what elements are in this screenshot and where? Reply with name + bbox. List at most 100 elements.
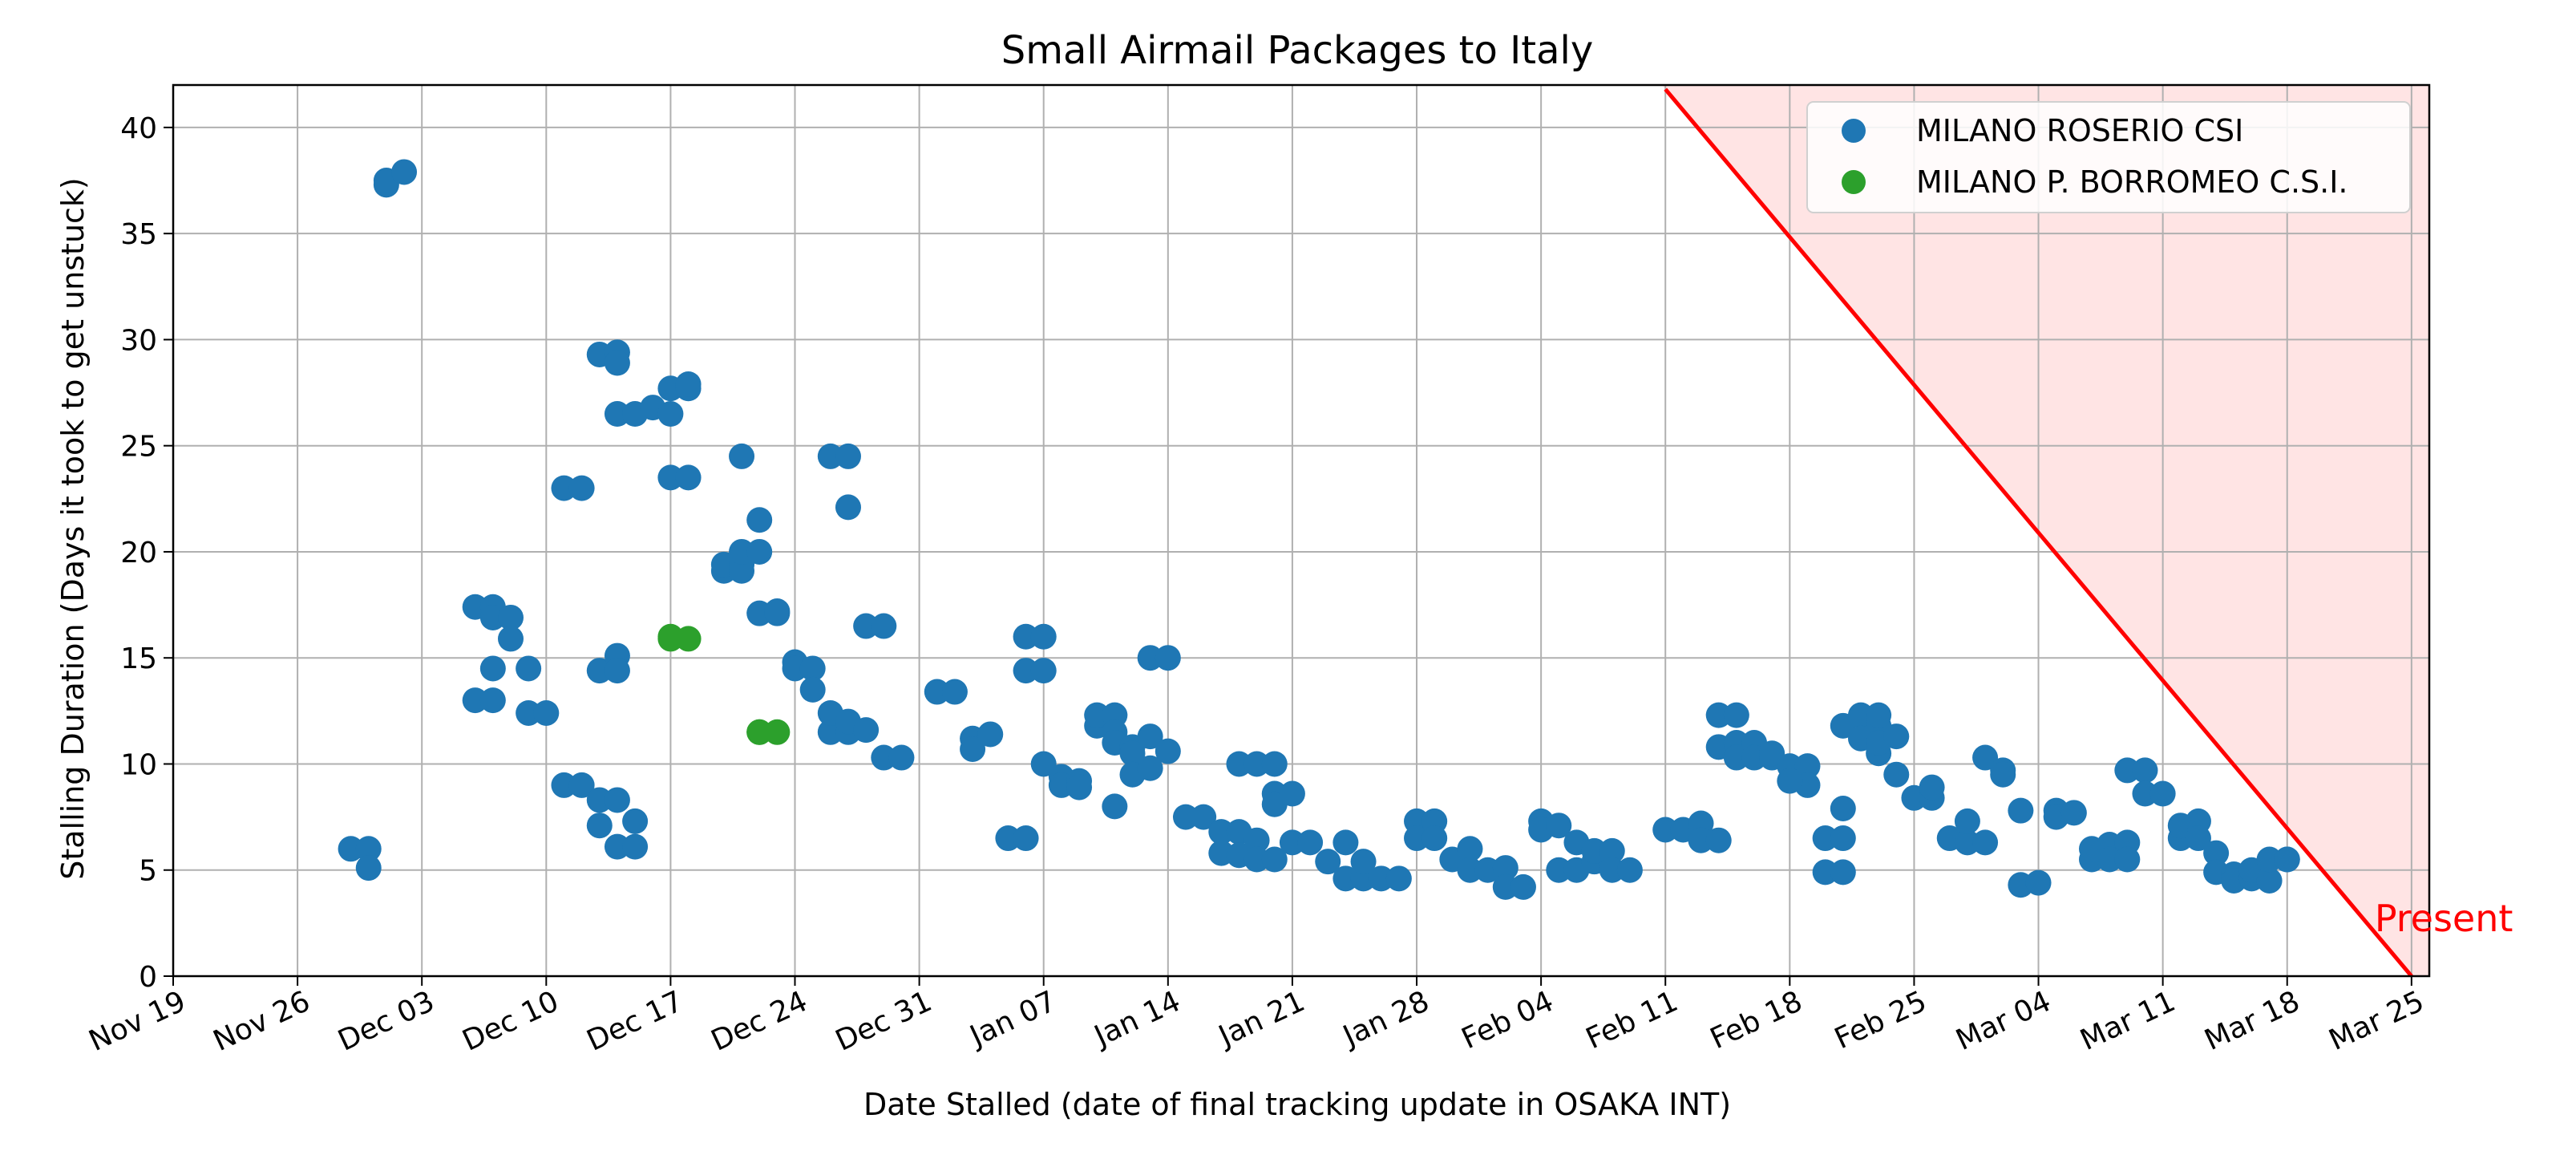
data-point xyxy=(479,604,506,630)
data-point xyxy=(1492,855,1519,881)
data-point xyxy=(1155,645,1181,671)
data-point xyxy=(1013,658,1039,684)
data-point xyxy=(497,626,524,652)
data-point xyxy=(1616,857,1643,883)
data-point xyxy=(1421,825,1448,852)
data-point xyxy=(1705,827,1732,853)
data-point xyxy=(764,598,791,625)
data-point xyxy=(462,687,488,714)
data-point xyxy=(1137,723,1163,750)
data-point xyxy=(604,833,630,860)
data-point xyxy=(1599,837,1625,864)
data-point xyxy=(1244,827,1270,853)
y-tick-label: 0 xyxy=(139,961,157,994)
data-point xyxy=(1919,774,1945,800)
data-point xyxy=(1510,873,1536,900)
data-point xyxy=(1385,865,1412,892)
data-point xyxy=(1830,796,1856,822)
data-point xyxy=(1830,825,1856,852)
data-point xyxy=(1137,755,1163,781)
data-point xyxy=(1244,751,1270,777)
data-point xyxy=(604,401,630,428)
present-shaded-region xyxy=(1661,85,2429,976)
data-point xyxy=(1492,873,1519,900)
data-point xyxy=(1972,829,1999,856)
data-point xyxy=(1705,702,1732,728)
data-point xyxy=(1030,751,1057,777)
data-point xyxy=(657,401,684,428)
data-point xyxy=(2114,846,2141,873)
data-point xyxy=(1652,817,1679,843)
data-point xyxy=(871,744,897,771)
data-point xyxy=(533,699,560,726)
series-2-points xyxy=(657,623,791,745)
data-point xyxy=(1137,645,1163,671)
data-point xyxy=(1546,857,1572,883)
present-label: Present xyxy=(2375,897,2513,940)
data-point xyxy=(746,719,773,745)
data-point xyxy=(1013,623,1039,650)
data-point xyxy=(675,464,702,491)
data-point xyxy=(817,443,843,469)
series-1-points xyxy=(338,159,2300,900)
data-point xyxy=(924,679,950,705)
data-point xyxy=(2060,800,2087,826)
data-point xyxy=(479,655,506,682)
data-point xyxy=(871,613,897,639)
data-point xyxy=(1688,827,1714,853)
y-tick-label: 5 xyxy=(139,855,157,888)
data-point xyxy=(1546,813,1572,839)
data-point xyxy=(338,836,364,862)
data-point xyxy=(1226,751,1252,777)
legend-marker xyxy=(1842,119,1866,143)
data-point xyxy=(1581,837,1607,864)
data-point xyxy=(2203,840,2230,866)
data-point xyxy=(729,557,755,584)
data-point xyxy=(729,443,755,469)
data-point xyxy=(675,626,702,652)
data-point xyxy=(1155,738,1181,764)
data-point xyxy=(675,371,702,397)
data-point xyxy=(604,658,630,684)
data-point xyxy=(516,699,542,726)
data-point xyxy=(1350,849,1377,875)
data-point xyxy=(1777,768,1803,794)
data-point xyxy=(1759,740,1785,767)
data-point xyxy=(497,604,524,630)
data-point xyxy=(586,658,613,684)
data-point xyxy=(1030,658,1057,684)
data-point xyxy=(391,159,418,185)
data-point xyxy=(2097,846,2123,873)
data-point xyxy=(853,717,880,744)
plot-frame xyxy=(172,83,2431,978)
data-point xyxy=(1102,793,1128,820)
data-point xyxy=(782,655,808,682)
data-point xyxy=(604,787,630,813)
y-tick-label: 10 xyxy=(120,748,157,781)
data-point xyxy=(746,507,773,533)
data-point xyxy=(355,836,382,862)
legend: MILANO ROSERIO CSI MILANO P. BORROMEO C.S… xyxy=(1806,101,2411,213)
data-point xyxy=(799,655,826,682)
data-point xyxy=(1723,702,1749,728)
data-point xyxy=(1794,753,1821,780)
data-point xyxy=(2256,846,2283,873)
legend-label: MILANO ROSERIO CSI xyxy=(1916,113,2243,148)
data-point xyxy=(977,721,1004,748)
data-point xyxy=(1066,774,1093,800)
data-point xyxy=(746,538,773,565)
data-point xyxy=(1866,702,1892,728)
data-point xyxy=(729,538,755,565)
legend-label: MILANO P. BORROMEO C.S.I. xyxy=(1916,164,2348,200)
data-point xyxy=(1723,744,1749,771)
data-point xyxy=(2025,869,2052,896)
data-point xyxy=(1457,857,1483,883)
data-point xyxy=(1883,761,1910,788)
data-point xyxy=(1954,808,1980,834)
data-point xyxy=(622,808,649,834)
data-point xyxy=(1279,780,1305,807)
x-axis-label: Date Stalled (date of final tracking upd… xyxy=(863,1087,1731,1122)
data-point xyxy=(764,719,791,745)
data-point xyxy=(2256,867,2283,894)
